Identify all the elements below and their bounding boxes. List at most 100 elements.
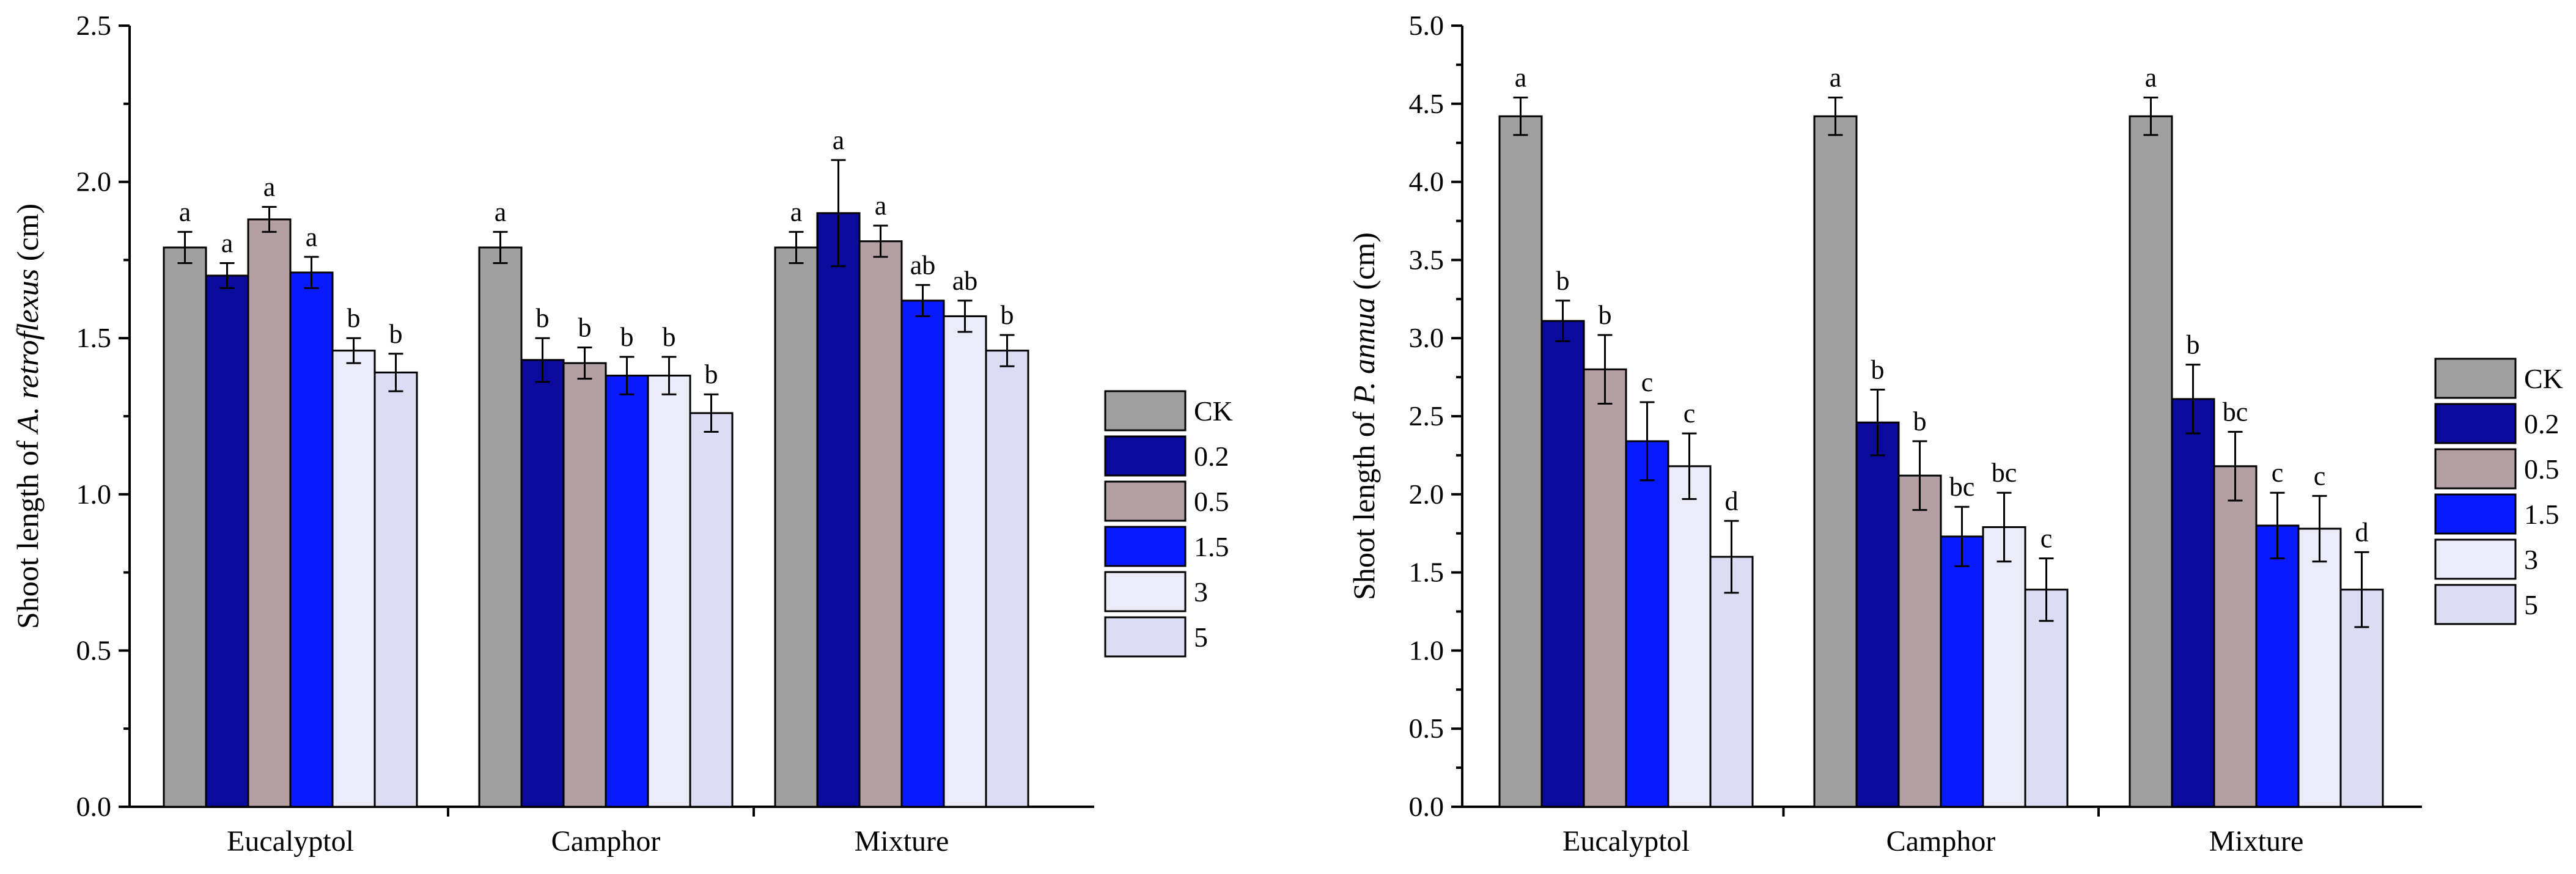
significance-letter: b: [620, 322, 634, 352]
chart-panel-right: 0.0 0.5 1.0 1.5 2.0 2.5 3.0 3.5 4.0 4.5 5.0 Shoot l…: [1347, 10, 2563, 857]
y-axis-title-species: P. annua: [1347, 298, 1381, 405]
y-tick-label: 1.0: [76, 479, 112, 510]
bar-camphor-3: [647, 375, 691, 808]
y-tick-label: 4.0: [1409, 166, 1444, 197]
legend-swatch: [2434, 448, 2517, 490]
significance-letter: d: [1725, 486, 1739, 516]
x-tick-label: Mixture: [2209, 825, 2304, 857]
significance-letter: b: [1913, 406, 1927, 436]
bar-eucalyptol-3: [331, 350, 376, 808]
bar-eucalyptol-0_2: [205, 274, 249, 808]
bar-mixture-0_2: [816, 212, 861, 808]
legend-label: 0.2: [1194, 441, 1229, 472]
y-tick-label: 0.5: [76, 634, 112, 666]
significance-letter: a: [306, 222, 318, 252]
bar-eucalyptol-0_2: [1540, 320, 1585, 808]
y-tick-label: 1.5: [76, 322, 112, 353]
y-tick-label: 2.0: [1409, 479, 1444, 510]
significance-letter: c: [2272, 458, 2284, 488]
bar-eucalyptol-0_5: [247, 218, 292, 808]
bar-mixture-3: [2297, 527, 2342, 808]
significance-letter: b: [536, 303, 550, 333]
bar-mixture-0_2: [2171, 398, 2215, 808]
bar-mixture-CK: [774, 246, 819, 808]
significance-letter: a: [495, 197, 507, 227]
significance-letter: a: [2145, 63, 2157, 93]
significance-letter: a: [1515, 63, 1527, 93]
legend-swatch: [2434, 493, 2517, 535]
bar-mixture-5: [985, 350, 1029, 808]
bar-camphor-0_5: [1897, 474, 1942, 808]
significance-letter: ab: [952, 266, 978, 296]
bar-eucalyptol-CK: [1498, 115, 1543, 808]
bar-camphor-CK: [1813, 115, 1858, 808]
bar-mixture-0_5: [2213, 465, 2258, 808]
legend-label: CK: [2524, 363, 2563, 394]
bar-camphor-1_5: [605, 375, 649, 808]
bar-mixture-1_5: [900, 299, 945, 808]
significance-letter: a: [790, 197, 803, 227]
significance-letter: c: [1641, 367, 1654, 397]
significance-letter: b: [663, 322, 676, 352]
bar-camphor-3: [1982, 526, 2026, 808]
legend-swatch: [1104, 526, 1187, 567]
significance-letter: b: [2187, 330, 2200, 360]
x-tick-label: Eucalyptol: [227, 825, 354, 857]
significance-letter: a: [875, 191, 887, 221]
legend-label: 3: [2524, 544, 2538, 575]
significance-letter: b: [705, 359, 718, 389]
y-axis-title-suffix: (cm): [10, 204, 45, 269]
legend-label: 0.5: [1194, 486, 1229, 517]
y-tick-label: 5.0: [1409, 10, 1444, 41]
significance-letter: b: [1556, 266, 1570, 296]
bar-camphor-1_5: [1940, 535, 1984, 808]
x-tick-label: Eucalyptol: [1562, 825, 1690, 857]
legend-label: 0.2: [2524, 408, 2559, 439]
significance-letter: d: [2355, 517, 2369, 547]
bar-camphor-CK: [478, 246, 523, 808]
bar-camphor-0_5: [562, 362, 607, 808]
legend-swatch: [2434, 403, 2517, 444]
y-tick-label: 3.5: [1409, 244, 1444, 275]
significance-letter: b: [1599, 300, 1612, 330]
significance-letter: c: [2041, 524, 2053, 554]
bar-camphor-0_2: [520, 359, 565, 808]
y-tick-label: 3.0: [1409, 322, 1444, 353]
y-tick-label: 1.5: [1409, 557, 1444, 588]
legend-swatch: [1104, 616, 1187, 658]
y-axis-title: Shoot length of P. annua (cm): [1347, 232, 1381, 600]
significance-letter: b: [1001, 300, 1014, 330]
significance-letter: b: [347, 303, 361, 333]
legend-swatch: [1104, 480, 1187, 522]
bar-eucalyptol-CK: [163, 246, 207, 808]
y-tick-label: 0.0: [76, 791, 112, 822]
bar-eucalyptol-3: [1667, 465, 1712, 808]
bar-eucalyptol-1_5: [289, 271, 334, 808]
legend-swatch: [1104, 435, 1187, 477]
significance-letter: b: [389, 319, 403, 349]
bar-mixture-CK: [2129, 115, 2173, 808]
significance-letter: bc: [1992, 458, 2017, 488]
chart-panel-left: 0.0 0.5 1.0 1.5 2.0 2.5 Shoot length of A. ret…: [10, 10, 1233, 857]
bar-camphor-5: [689, 412, 734, 808]
bar-camphor-0_2: [1855, 421, 1900, 808]
y-axis-title: Shoot length of A. retroflexus (cm): [10, 204, 45, 629]
significance-letter: c: [2314, 461, 2326, 491]
legend-label: 1.5: [2524, 499, 2559, 530]
y-tick-label: 4.5: [1409, 88, 1444, 119]
y-axis-title-prefix: Shoot length of: [1347, 404, 1381, 600]
x-tick-label: Camphor: [1886, 825, 1996, 857]
bar-eucalyptol-5: [1709, 556, 1754, 808]
significance-letter: bc: [1949, 472, 1975, 502]
x-tick-label: Camphor: [551, 825, 661, 857]
y-tick-label: 0.5: [1409, 713, 1444, 744]
significance-letter: a: [263, 172, 276, 202]
significance-letter: a: [179, 197, 191, 227]
legend-label: 5: [1194, 622, 1208, 653]
legend-label: 5: [2524, 589, 2538, 620]
y-tick-label: 2.5: [76, 10, 112, 41]
bar-mixture-3: [943, 315, 987, 808]
legend-swatch: [2434, 358, 2517, 399]
